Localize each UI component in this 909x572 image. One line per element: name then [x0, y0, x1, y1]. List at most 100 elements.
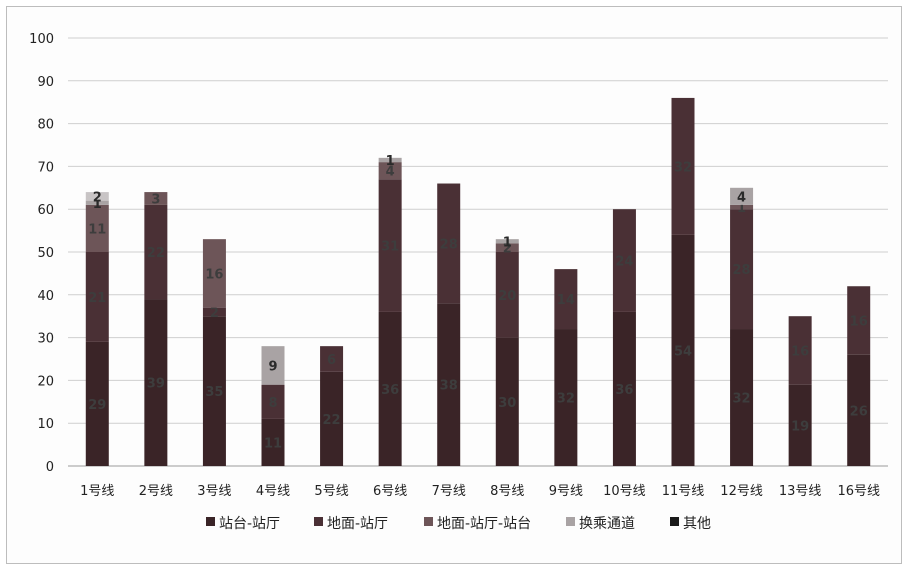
- x-tick-label: 1号线: [80, 484, 114, 499]
- x-tick-label: 7号线: [432, 484, 466, 499]
- data-label: 14: [557, 293, 575, 308]
- bar-segment: [730, 187, 754, 205]
- y-tick-label: 10: [37, 417, 54, 432]
- data-label: 8: [268, 396, 277, 411]
- data-label: 9: [268, 359, 277, 374]
- bar-segment: [437, 183, 461, 304]
- data-label: 11: [264, 436, 282, 451]
- bar-segment: [85, 204, 109, 252]
- data-label: 32: [733, 392, 751, 407]
- bar-segment: [671, 234, 695, 466]
- data-label: 35: [205, 385, 223, 400]
- data-label: 1: [737, 201, 746, 216]
- x-tick-label: 2号线: [139, 484, 173, 499]
- x-tick-label: 4号线: [256, 484, 290, 499]
- legend-label: 站台-站厅: [219, 516, 280, 532]
- data-label: 3: [151, 193, 160, 208]
- data-label: 2: [93, 190, 102, 205]
- bar-segment: [320, 346, 344, 372]
- data-label: 1: [386, 154, 395, 169]
- bar-segment: [495, 337, 519, 466]
- x-tick-label: 6号线: [373, 484, 407, 499]
- bar-segment: [378, 162, 402, 180]
- data-label: 31: [381, 240, 399, 255]
- bar-segment: [85, 200, 109, 205]
- bar-segment: [495, 252, 519, 338]
- x-tick-label: 11号线: [662, 484, 705, 499]
- bar-segment: [612, 311, 636, 466]
- bar-segment: [554, 329, 578, 466]
- bar-segment: [554, 269, 578, 330]
- bar-segment: [85, 192, 109, 201]
- legend-label: 地面-站厅-站台: [437, 516, 531, 532]
- bar-segment: [612, 209, 636, 312]
- data-label: 32: [557, 392, 575, 407]
- data-label: 16: [205, 267, 223, 282]
- bar-segment: [730, 204, 754, 210]
- bar-segment: [788, 316, 812, 385]
- bar-segment: [261, 346, 285, 385]
- legend-label: 换乘通道: [579, 515, 635, 532]
- bar-segment: [495, 239, 519, 244]
- y-tick-label: 70: [37, 160, 54, 175]
- bar-segment: [261, 418, 285, 466]
- y-tick-label: 100: [29, 32, 54, 47]
- data-label: 16: [850, 314, 868, 329]
- bar-segment: [261, 384, 285, 419]
- legend-swatch: [424, 517, 433, 526]
- data-label: 16: [791, 344, 809, 359]
- bar-segment: [847, 354, 871, 466]
- data-label: 2: [210, 306, 219, 321]
- legend-label: 其他: [683, 516, 711, 532]
- y-tick-label: 50: [37, 246, 54, 261]
- bar-segment: [495, 243, 519, 252]
- x-tick-label: 16号线: [837, 484, 880, 499]
- data-label: 4: [737, 190, 746, 205]
- data-label: 1: [93, 197, 102, 212]
- data-label: 22: [147, 246, 165, 261]
- bar-segment: [202, 239, 226, 308]
- x-tick-label: 12号线: [720, 484, 763, 499]
- y-tick-label: 30: [37, 332, 54, 347]
- x-tick-label: 5号线: [314, 484, 348, 499]
- bar-segment: [144, 204, 168, 300]
- legend-swatch: [206, 517, 215, 526]
- data-label: 20: [498, 289, 516, 304]
- data-label: 6: [327, 353, 336, 368]
- bar-segment: [847, 286, 871, 355]
- y-tick-label: 90: [37, 75, 54, 90]
- bar-segment: [144, 299, 168, 466]
- bar-segment: [144, 192, 168, 205]
- data-label: 29: [88, 398, 106, 413]
- bar-segment: [730, 329, 754, 466]
- x-tick-label: 3号线: [197, 484, 231, 499]
- data-label: 26: [850, 404, 868, 419]
- y-tick-label: 60: [37, 203, 54, 218]
- bar-segment: [378, 179, 402, 312]
- bar-segment: [202, 316, 226, 466]
- bar-segment: [202, 307, 226, 317]
- data-label: 24: [615, 255, 633, 270]
- data-label: 21: [88, 291, 106, 306]
- data-label: 28: [733, 263, 751, 278]
- legend-swatch: [314, 517, 323, 526]
- y-tick-label: 80: [37, 118, 54, 133]
- data-label: 36: [381, 383, 399, 398]
- data-label: 4: [386, 165, 395, 180]
- data-label: 54: [674, 344, 692, 359]
- x-tick-label: 9号线: [549, 484, 583, 499]
- data-label: 32: [674, 160, 692, 175]
- data-label: 36: [615, 383, 633, 398]
- data-label: 38: [440, 379, 458, 394]
- bar-segment: [85, 252, 109, 342]
- legend-swatch: [566, 517, 575, 526]
- bar-segment: [85, 341, 109, 466]
- y-tick-label: 20: [37, 374, 54, 389]
- bar-segment: [320, 371, 344, 466]
- bar-segment: [378, 311, 402, 466]
- data-label: 28: [440, 237, 458, 252]
- y-tick-label: 0: [46, 460, 54, 475]
- data-label: 39: [147, 377, 165, 392]
- data-label: 19: [791, 419, 809, 434]
